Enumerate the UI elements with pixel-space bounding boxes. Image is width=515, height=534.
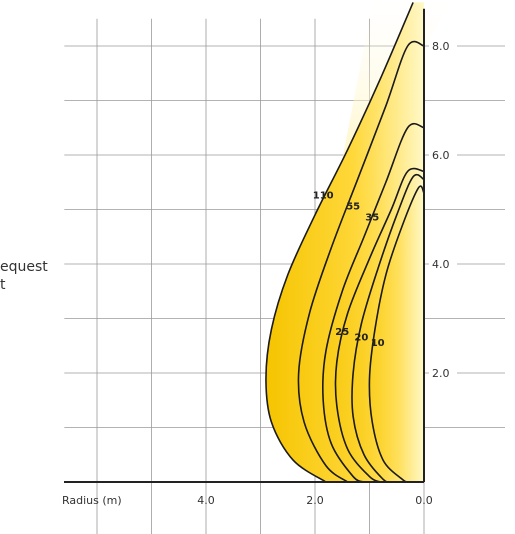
- x-tick-label: 0.0: [415, 494, 433, 507]
- y-tick-bg: [429, 38, 457, 54]
- curve-35: [321, 122, 425, 483]
- y-tick-label: 2.0: [432, 367, 450, 380]
- curve-55: [297, 40, 425, 483]
- curve-label-25: 25: [335, 327, 349, 338]
- axis-layer: 8.0 6.0 4.0 2.0 4.0 2.0 0.0 Radius (m): [62, 8, 457, 507]
- curve-label-55: 55: [346, 202, 360, 213]
- curve-label-110: 110: [313, 191, 334, 202]
- curve-20: [351, 173, 425, 483]
- curve-label-35: 35: [365, 212, 379, 223]
- y-tick-label: 8.0: [432, 40, 450, 53]
- y-tick-bg: [429, 256, 457, 272]
- y-tick-label: 6.0: [432, 149, 450, 162]
- curve-110: [265, 2, 414, 483]
- curve-layer: [265, 2, 425, 483]
- y-tick-bg: [429, 147, 457, 163]
- y-tick-bg: [429, 365, 457, 381]
- x-tick-label: 4.0: [197, 494, 215, 507]
- curve-25: [334, 167, 425, 483]
- area-layer: [265, 0, 454, 483]
- label-layer: 110 55 35 25 20 10: [313, 191, 385, 349]
- beam-area: [336, 0, 454, 188]
- curve-label-20: 20: [354, 332, 368, 343]
- grid-layer: [64, 18, 505, 534]
- side-text-line1: equest: [0, 259, 48, 275]
- area-10: [369, 186, 424, 482]
- curve-10: [368, 185, 425, 483]
- curve-label-10: 10: [371, 338, 385, 349]
- side-text-line2: t: [0, 277, 6, 293]
- y-tick-label: 4.0: [432, 258, 450, 271]
- side-text: equest t: [0, 258, 48, 294]
- x-tick-label: 2.0: [306, 494, 324, 507]
- x-axis-title: Radius (m): [62, 494, 122, 507]
